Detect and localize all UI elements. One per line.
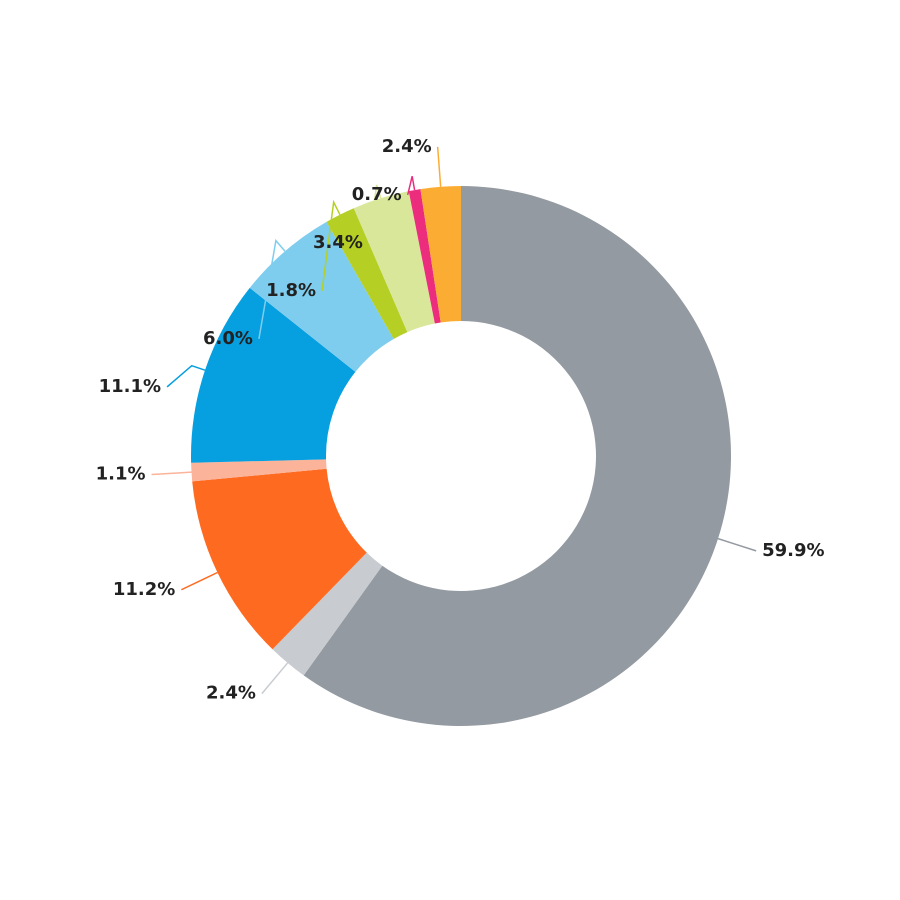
data-label: 2.4% bbox=[382, 136, 432, 157]
data-label: 11.1% bbox=[99, 376, 161, 397]
donut-slice bbox=[326, 208, 408, 339]
donut-slice bbox=[272, 552, 383, 676]
donut-slice bbox=[303, 186, 731, 726]
leader-line bbox=[181, 571, 218, 591]
data-label: 59.9% bbox=[762, 540, 824, 561]
leader-line bbox=[151, 471, 192, 476]
leader-line bbox=[166, 364, 206, 388]
donut-slice bbox=[191, 459, 327, 482]
data-label: 2.4% bbox=[206, 683, 256, 704]
leader-line bbox=[406, 176, 416, 196]
leader-line bbox=[261, 662, 289, 695]
donut-slice bbox=[192, 468, 367, 650]
leader-line bbox=[258, 238, 286, 340]
data-label: 1.1% bbox=[96, 463, 146, 484]
data-label: 6.0% bbox=[203, 328, 253, 349]
data-label: 11.2% bbox=[113, 579, 175, 600]
donut-slice bbox=[408, 189, 441, 324]
donut-slice bbox=[249, 221, 394, 372]
donut-slice bbox=[191, 287, 356, 463]
data-label: 1.8% bbox=[266, 280, 316, 301]
leader-line bbox=[717, 537, 757, 552]
data-label: 3.4% bbox=[313, 232, 363, 253]
donut-slice bbox=[420, 186, 461, 323]
leader-line bbox=[368, 184, 382, 243]
data-label: 0.7% bbox=[352, 184, 402, 205]
leader-line bbox=[321, 199, 341, 291]
leader-line bbox=[436, 146, 442, 187]
donut-slice bbox=[353, 191, 435, 333]
